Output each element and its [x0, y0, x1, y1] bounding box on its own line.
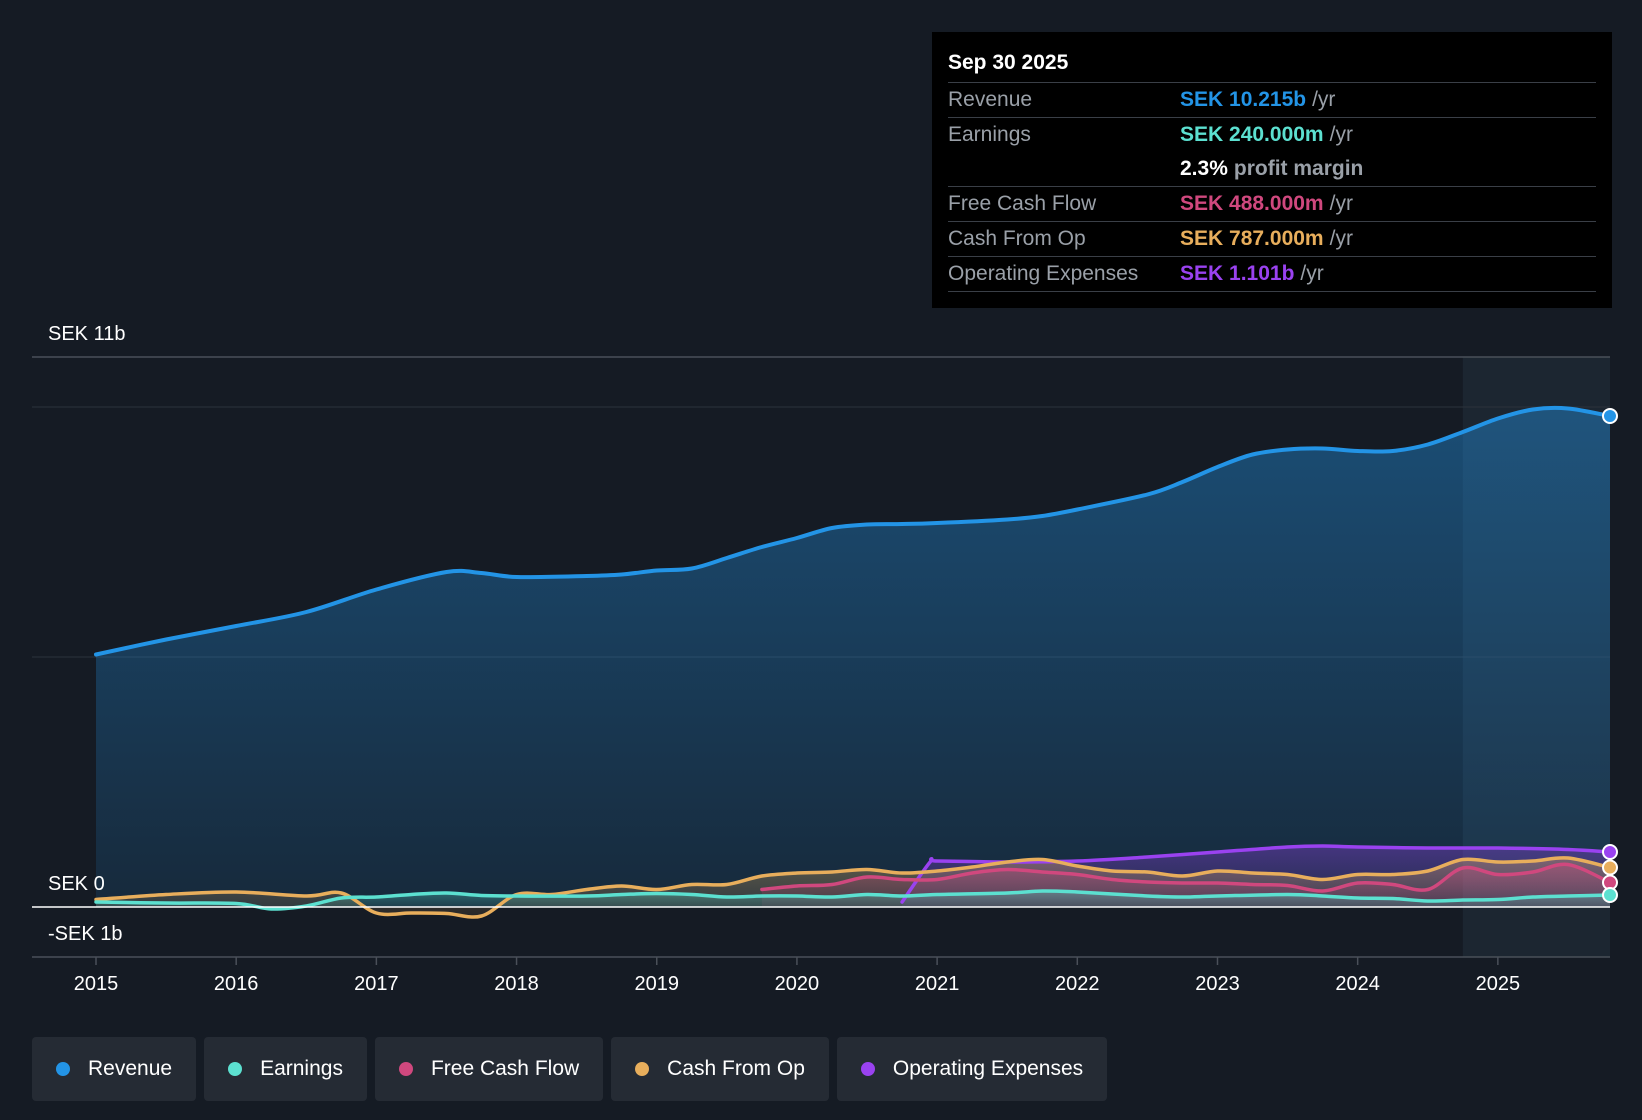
tooltip-unit: /yr — [1312, 88, 1336, 111]
profit-margin-label: profit margin — [1233, 157, 1364, 180]
end-dot-cfo — [1602, 859, 1618, 876]
area-revenue — [96, 407, 1610, 907]
legend-label: Earnings — [260, 1057, 343, 1080]
x-tick-label: 2021 — [915, 973, 960, 995]
tooltip-row-opex: Operating Expenses SEK 1.101b /yr — [948, 257, 1596, 292]
legend-dot-icon — [635, 1062, 650, 1076]
x-tick-label: 2018 — [494, 973, 539, 995]
legend-item-free-cash-flow[interactable]: Free Cash Flow — [374, 1037, 604, 1101]
tooltip-row-earnings: Earnings SEK 240.000m /yr — [948, 118, 1596, 152]
legend-label: Operating Expenses — [892, 1057, 1084, 1080]
profit-margin-value: 2.3% — [1180, 157, 1228, 180]
tooltip-unit: /yr — [1329, 192, 1353, 215]
tooltip-label: Cash From Op — [948, 227, 1086, 250]
tooltip-unit: /yr — [1300, 262, 1324, 285]
legend-label: Cash From Op — [667, 1057, 805, 1080]
tooltip-value: SEK 1.101b — [1180, 262, 1295, 285]
y-label-bottom: -SEK 1b — [48, 923, 122, 945]
tooltip-value: SEK 787.000m — [1180, 227, 1324, 250]
legend-dot-icon — [228, 1062, 243, 1076]
line-cfo — [94, 856, 1612, 919]
tooltip-row-profit-margin: 2.3% profit margin — [948, 152, 1596, 187]
tooltip-value: SEK 488.000m — [1180, 192, 1324, 215]
end-dot-revenue — [1602, 408, 1618, 424]
legend-item-operating-expenses[interactable]: Operating Expenses — [836, 1037, 1108, 1101]
x-tick-label: 2022 — [1055, 973, 1100, 995]
tooltip-date: Sep 30 2025 — [948, 46, 1596, 83]
x-tick-label: 2025 — [1476, 973, 1521, 995]
legend-dot-icon — [398, 1062, 413, 1076]
x-tick-label: 2017 — [354, 973, 399, 995]
legend-dot-icon — [860, 1062, 875, 1076]
legend-dot-icon — [56, 1062, 70, 1076]
tooltip-label: Operating Expenses — [948, 262, 1139, 285]
tooltip-unit: /yr — [1329, 227, 1353, 250]
tooltip-row-revenue: Revenue SEK 10.215b /yr — [948, 83, 1596, 118]
line-fcf — [760, 862, 1612, 893]
chart: SEK 11b SEK 0 -SEK 1b 2015 2016 2017 2018 20… — [32, 323, 1618, 995]
x-tick-label: 2019 — [634, 973, 679, 995]
line-opex — [900, 844, 1612, 904]
legend-item-earnings[interactable]: Earnings — [204, 1037, 367, 1101]
end-dot-opex — [1602, 844, 1618, 860]
tooltip-row-cfo: Cash From Op SEK 787.000m /yr — [948, 222, 1596, 257]
x-tick-label: 2016 — [214, 973, 259, 995]
legend-label: Revenue — [88, 1057, 173, 1080]
tooltip-unit: /yr — [1329, 123, 1353, 146]
line-earnings — [94, 889, 1612, 911]
x-tick-label: 2024 — [1335, 973, 1380, 995]
y-label-zero: SEK 0 — [48, 873, 105, 895]
tooltip-label: Earnings — [948, 123, 1031, 146]
x-tick-label: 2015 — [74, 973, 119, 995]
tooltip-row-fcf: Free Cash Flow SEK 488.000m /yr — [948, 187, 1596, 222]
legend: Revenue Earnings Free Cash Flow Cash Fro… — [32, 1037, 1108, 1101]
x-tick-label: 2023 — [1195, 973, 1240, 995]
legend-label: Free Cash Flow — [430, 1057, 580, 1080]
end-dot-earnings — [1602, 887, 1618, 903]
y-label-top: SEK 11b — [48, 323, 125, 345]
tooltip-value: SEK 10.215b — [1180, 88, 1307, 111]
line-revenue — [94, 405, 1612, 657]
x-tick-label: 2020 — [775, 973, 820, 995]
legend-item-revenue[interactable]: Revenue — [32, 1037, 197, 1101]
tooltip-value: SEK 240.000m — [1180, 123, 1324, 146]
tooltip-label: Free Cash Flow — [948, 192, 1097, 215]
tooltip-panel: Sep 30 2025 Revenue SEK 10.215b /yr Earn… — [932, 32, 1612, 308]
tooltip-label: Revenue — [948, 88, 1033, 111]
legend-item-cash-from-op[interactable]: Cash From Op — [611, 1037, 829, 1101]
